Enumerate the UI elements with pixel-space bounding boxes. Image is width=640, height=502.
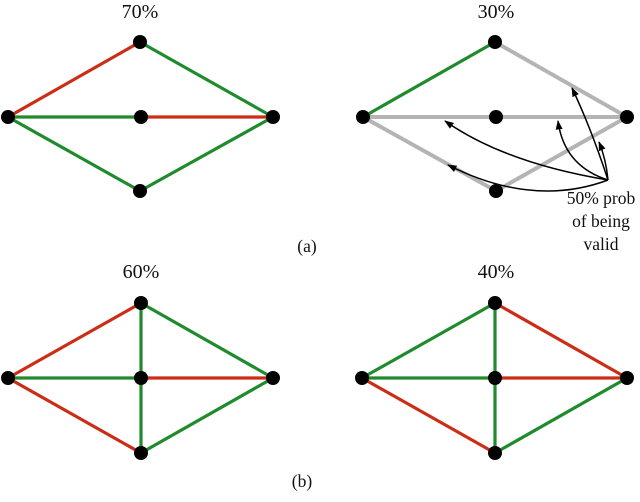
graph-bottom-right-edge-left-top-valid (360, 301, 497, 380)
graph-bottom-left-edge-top-right-valid (139, 301, 275, 380)
graph-title-40: 40% (477, 261, 515, 283)
graph-title-70: 70% (121, 1, 159, 23)
annotation-line: of being (572, 211, 630, 231)
annotation-50-percent-prob: 50% prob of being valid (567, 187, 636, 256)
graph-bottom-right-edge-bottom-right-valid (493, 376, 629, 455)
graph-bottom-right-node-bottom (488, 446, 502, 460)
graph-top-right-edge-top-right-unknown (493, 40, 629, 119)
graph-top-left-node-left (1, 110, 15, 124)
graph-bottom-left-node-center (134, 371, 148, 385)
graph-bottom-left-edge-left-top-invalid (6, 301, 143, 380)
graph-top-right-node-bottom (489, 184, 503, 198)
graph-bottom-left-node-bottom (134, 446, 148, 460)
graph-top-left-node-right (266, 110, 280, 124)
graph-bottom-left-edge-bottom-right-valid (139, 376, 275, 455)
graph-bottom-right-node-left (355, 371, 369, 385)
annotation-line: valid (583, 234, 619, 254)
graph-bottom-right-edge-left-bottom-invalid (360, 376, 497, 455)
graph-bottom-right-node-top (488, 296, 502, 310)
graph-top-left-edge-top-right-valid (138, 40, 275, 119)
graph-top-right-edge-bottom-right-unknown (494, 115, 629, 193)
graph-top-right-edge-left-top-valid (361, 40, 497, 119)
graph-bottom-left-node-left (1, 371, 15, 385)
graph-title-30: 30% (477, 1, 515, 23)
pointer-arrows-layer (444, 87, 609, 192)
graph-bottom-right-node-right (620, 371, 634, 385)
graph-top-left-edge-left-bottom-valid (6, 115, 142, 193)
graph-top-left-node-top (133, 35, 147, 49)
graph-bottom-right-node-center (488, 371, 502, 385)
graphs-layer (1, 35, 634, 460)
graph-bottom-left-edge-left-bottom-invalid (6, 376, 143, 455)
caption-a: (a) (297, 236, 317, 256)
annotation-line: 50% prob (566, 188, 636, 208)
graph-top-left-edge-left-top-invalid (6, 40, 142, 119)
graph-bottom-right-edge-top-right-invalid (493, 301, 629, 380)
graph-top-right-node-right (620, 110, 634, 124)
graph-bottom-left-node-top (134, 296, 148, 310)
graph-bottom-left (1, 296, 280, 460)
pointer-arrow-2 (555, 120, 609, 181)
graph-bottom-right (355, 296, 634, 460)
pointer-arrow-3 (571, 87, 609, 181)
graph-top-right-node-top (488, 35, 502, 49)
graph-top-left-node-center (134, 110, 148, 124)
graph-title-60: 60% (122, 261, 160, 283)
graph-bottom-left-node-right (266, 371, 280, 385)
graph-top-right (356, 35, 634, 198)
graph-top-left (1, 35, 280, 198)
graph-top-left-node-bottom (133, 184, 147, 198)
pointer-arrow-1 (447, 164, 609, 192)
pointer-arrow-0 (444, 120, 609, 181)
graph-top-right-node-center (489, 110, 503, 124)
pointer-arrow-4 (598, 141, 609, 181)
graph-top-left-edge-bottom-right-valid (138, 115, 275, 193)
graph-top-right-edge-left-bottom-unknown (361, 115, 498, 193)
caption-b: (b) (291, 471, 313, 491)
graph-top-right-node-left (356, 110, 370, 124)
